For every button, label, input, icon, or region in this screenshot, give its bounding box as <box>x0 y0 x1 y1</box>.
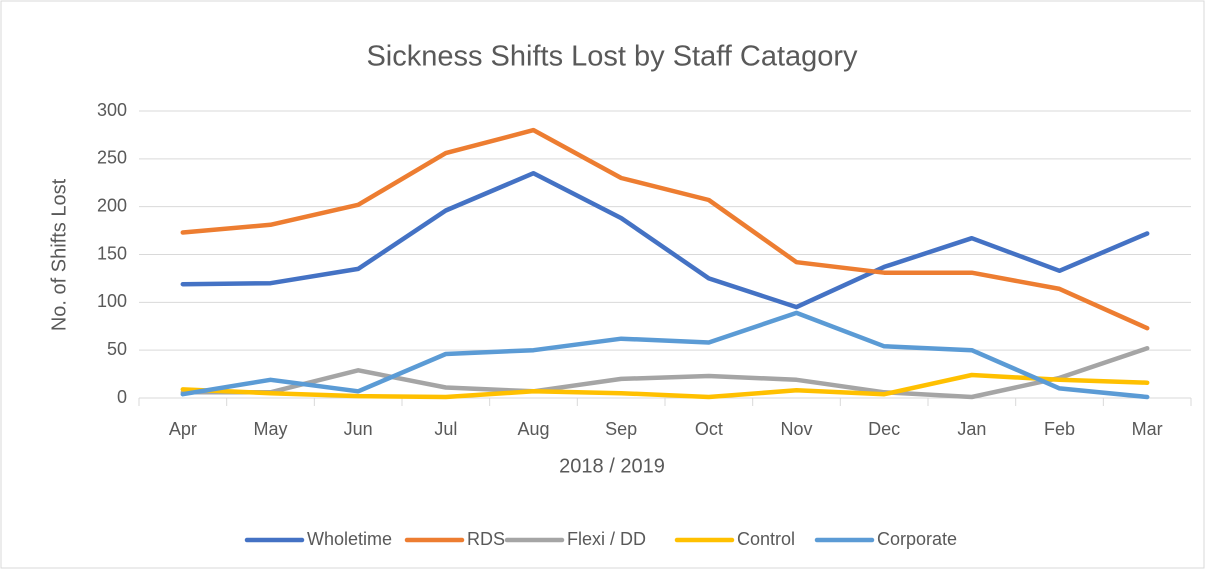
legend-label: Flexi / DD <box>567 529 646 549</box>
y-tick-label: 200 <box>97 195 127 215</box>
y-tick-label: 50 <box>107 339 127 359</box>
y-tick-label: 100 <box>97 291 127 311</box>
x-tick-label: Jul <box>434 419 457 439</box>
x-tick-label: Jun <box>344 419 373 439</box>
line-series <box>180 310 1150 400</box>
x-tick-label: Aug <box>517 419 549 439</box>
x-axis-label: 2018 / 2019 <box>559 455 665 477</box>
y-axis-label: No. of Shifts Lost <box>48 178 70 331</box>
y-tick-label: 0 <box>117 387 127 407</box>
y-tick-label: 250 <box>97 148 127 168</box>
x-tick-label: Feb <box>1044 419 1075 439</box>
line-series <box>180 346 1150 400</box>
x-tick-label: Sep <box>605 419 637 439</box>
line-series <box>180 127 1150 331</box>
line-series <box>180 372 1150 400</box>
line-series <box>180 170 1150 310</box>
x-tick-label: Dec <box>868 419 900 439</box>
x-tick-label: May <box>253 419 287 439</box>
y-tick-label: 150 <box>97 243 127 263</box>
x-tick-label: Apr <box>169 419 197 439</box>
chart-title: Sickness Shifts Lost by Staff Catagory <box>366 41 858 73</box>
y-tick-label: 300 <box>97 100 127 120</box>
x-tick-label: Jan <box>957 419 986 439</box>
legend-label: Wholetime <box>307 529 392 549</box>
legend-label: Corporate <box>877 529 957 549</box>
x-tick-label: Nov <box>780 419 812 439</box>
x-tick-label: Oct <box>695 419 723 439</box>
x-tick-label: Mar <box>1132 419 1163 439</box>
legend-label: RDS <box>467 529 505 549</box>
legend-label: Control <box>737 529 795 549</box>
